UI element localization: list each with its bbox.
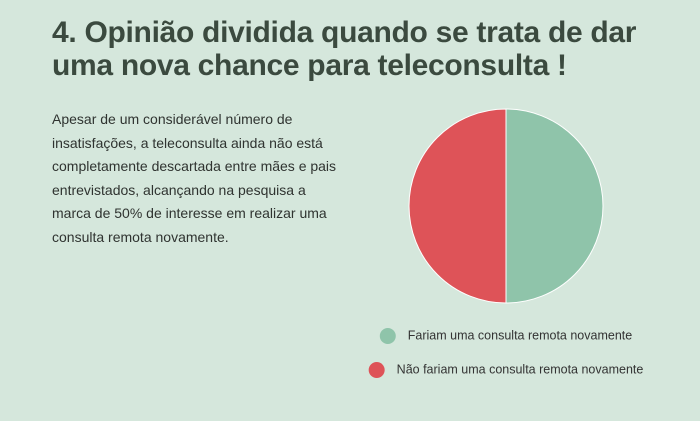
slide-title: 4. Opinião dividida quando se trata de d… [52, 16, 637, 82]
legend-label: Fariam uma consulta remota novamente [408, 328, 632, 342]
legend-marker [368, 362, 385, 378]
pie-slice [408, 108, 507, 304]
legend-label: Não fariam uma consulta remota novamente [397, 362, 644, 376]
pie-slice [505, 108, 604, 304]
body-text: Apesar de um considerável número de insa… [52, 111, 337, 245]
legend-marker [379, 328, 396, 344]
